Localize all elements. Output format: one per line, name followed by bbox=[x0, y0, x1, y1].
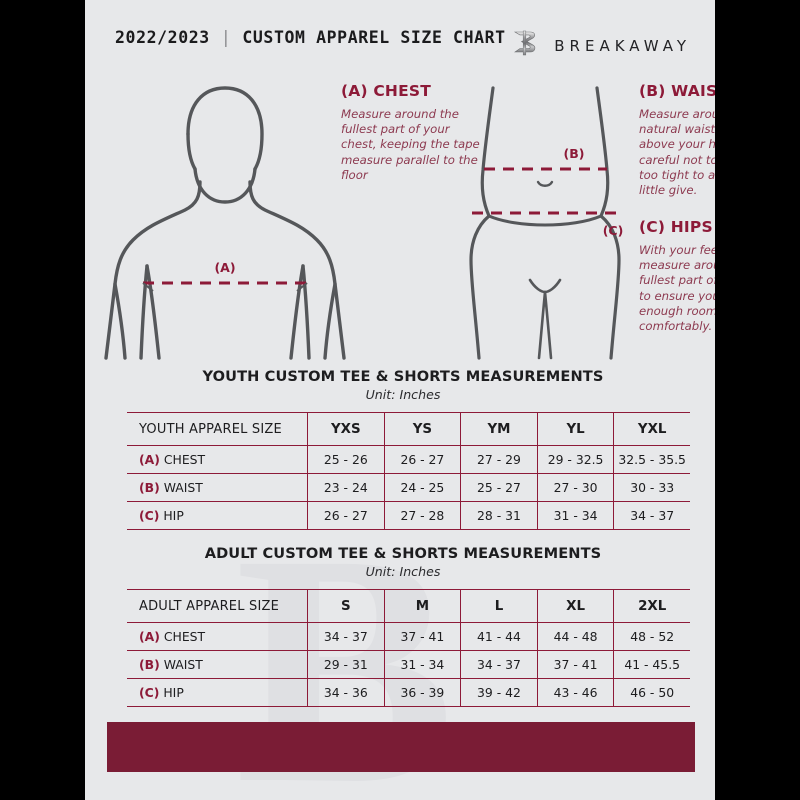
table-row: (B) WAIST 23 - 24 24 - 25 25 - 27 27 - 30 30 … bbox=[127, 473, 690, 502]
measurement-tag: (B) bbox=[139, 657, 160, 672]
callout-waist: (B) WAIST Measure around your natural wa… bbox=[639, 82, 715, 198]
measurement-value: 32.5 - 35.5 bbox=[613, 445, 690, 474]
measurement-tag: (B) bbox=[139, 480, 160, 495]
measurement-value: 37 - 41 bbox=[537, 650, 615, 679]
size-column-header: YS bbox=[384, 412, 462, 446]
measurement-value: 27 - 29 bbox=[460, 445, 538, 474]
size-column-header: YL bbox=[537, 412, 615, 446]
page-title: CUSTOM APPAREL SIZE CHART bbox=[242, 28, 506, 47]
size-column-header: L bbox=[460, 589, 538, 623]
youth-table-body: YOUTH APPAREL SIZE YXS YS YM YL YXL (A) CHEST 2… bbox=[127, 412, 690, 530]
size-column-header: YXS bbox=[307, 412, 385, 446]
youth-size-table-block: YOUTH CUSTOM TEE & SHORTS MEASUREMENTS U… bbox=[85, 368, 715, 530]
measurement-label: (A) CHEST bbox=[127, 445, 308, 474]
page-header: 2022/2023 | CUSTOM APPAREL SIZE CHART bbox=[85, 26, 715, 60]
measurement-value: 25 - 27 bbox=[460, 473, 538, 502]
measurement-value: 41 - 44 bbox=[460, 622, 538, 651]
youth-table-unit: Unit: Inches bbox=[365, 387, 441, 402]
measurement-value: 34 - 37 bbox=[307, 622, 385, 651]
hip-marker-label: (C) bbox=[603, 223, 624, 238]
adult-table-title: ADULT CUSTOM TEE & SHORTS MEASUREMENTS bbox=[204, 545, 602, 562]
measurement-value: 41 - 45.5 bbox=[613, 650, 690, 679]
size-column-header: YXL bbox=[613, 412, 690, 446]
table-header-row: ADULT APPAREL SIZE S M L XL 2XL bbox=[127, 589, 690, 623]
callout-chest-heading: (A) CHEST bbox=[341, 82, 432, 100]
size-column-header: 2XL bbox=[613, 589, 690, 623]
table-row: (B) WAIST 29 - 31 31 - 34 34 - 37 37 - 41 41 … bbox=[127, 650, 690, 679]
measurement-value: 46 - 50 bbox=[613, 678, 690, 707]
season-label: 2022/2023 bbox=[115, 28, 210, 47]
measurement-value: 29 - 31 bbox=[307, 650, 385, 679]
measurement-value: 24 - 25 bbox=[384, 473, 462, 502]
measurement-label: (C) HIP bbox=[127, 678, 308, 707]
measurement-value: 27 - 28 bbox=[384, 501, 462, 530]
measurement-value: 26 - 27 bbox=[307, 501, 385, 530]
measurement-value: 25 - 26 bbox=[307, 445, 385, 474]
youth-size-table: YOUTH APPAREL SIZE YXS YS YM YL YXL (A) CHEST 2… bbox=[127, 412, 690, 530]
callout-waist-heading: (B) WAIST bbox=[639, 82, 715, 100]
youth-table-title: YOUTH CUSTOM TEE & SHORTS MEASUREMENTS bbox=[202, 368, 604, 385]
waist-marker-label: (B) bbox=[564, 146, 585, 161]
measurement-value: 23 - 24 bbox=[307, 473, 385, 502]
measurement-value: 48 - 52 bbox=[613, 622, 690, 651]
adult-table-unit: Unit: Inches bbox=[365, 564, 441, 579]
table-header-row: YOUTH APPAREL SIZE YXS YS YM YL YXL bbox=[127, 412, 690, 446]
measurement-value: 34 - 36 bbox=[307, 678, 385, 707]
chest-measure-line bbox=[142, 281, 308, 292]
size-column-header: YM bbox=[460, 412, 538, 446]
upper-body-figure bbox=[104, 86, 346, 360]
measurement-tag: (C) bbox=[139, 685, 160, 700]
measurement-value: 31 - 34 bbox=[384, 650, 462, 679]
callout-waist-body: Measure around your natural waistline – … bbox=[639, 107, 715, 198]
measurement-value: 27 - 30 bbox=[537, 473, 615, 502]
table-row: (A) CHEST 25 - 26 26 - 27 27 - 29 29 - 32.5 3… bbox=[127, 445, 690, 474]
adult-size-table-block: ADULT CUSTOM TEE & SHORTS MEASUREMENTS U… bbox=[85, 545, 715, 707]
callout-hips: (C) HIPS With your feet together, measur… bbox=[639, 218, 715, 334]
size-column-header: XL bbox=[537, 589, 615, 623]
measurement-tag: (A) bbox=[139, 629, 160, 644]
measurement-value: 34 - 37 bbox=[460, 650, 538, 679]
table-row: (C) HIP 34 - 36 36 - 39 39 - 42 43 - 46 46 - … bbox=[127, 678, 690, 707]
measurement-value: 39 - 42 bbox=[460, 678, 538, 707]
size-label-header: ADULT APPAREL SIZE bbox=[127, 589, 308, 623]
header-title-block: 2022/2023 | CUSTOM APPAREL SIZE CHART bbox=[115, 28, 506, 47]
measurement-label: (A) CHEST bbox=[127, 622, 308, 651]
adult-size-table: ADULT APPAREL SIZE S M L XL 2XL (A) CHEST 34 - … bbox=[127, 589, 690, 707]
measurement-value: 31 - 34 bbox=[537, 501, 615, 530]
measurement-value: 30 - 33 bbox=[613, 473, 690, 502]
size-column-header: M bbox=[384, 589, 462, 623]
size-chart-page: B 2022/2023 | CUSTOM APPAREL SIZE CHART bbox=[85, 0, 715, 800]
measurement-label: (B) WAIST bbox=[127, 473, 308, 502]
callout-hips-body: With your feet together, measure around … bbox=[639, 243, 715, 334]
measurement-tag: (C) bbox=[139, 508, 160, 523]
measurement-value: 36 - 39 bbox=[384, 678, 462, 707]
table-row: (A) CHEST 34 - 37 37 - 41 41 - 44 44 - 48 48 … bbox=[127, 622, 690, 651]
callout-chest-body: Measure around the fullest part of your … bbox=[341, 107, 480, 182]
breakaway-b-logo-icon bbox=[508, 26, 542, 65]
table-row: (C) HIP 26 - 27 27 - 28 28 - 31 31 - 34 34 - … bbox=[127, 501, 690, 530]
brand-block: BREAKAWAY bbox=[508, 26, 691, 65]
measurement-value: 34 - 37 bbox=[613, 501, 690, 530]
measurement-value: 26 - 27 bbox=[384, 445, 462, 474]
brand-name: BREAKAWAY bbox=[554, 36, 691, 55]
measurement-tag: (A) bbox=[139, 452, 160, 467]
measurement-label: (C) HIP bbox=[127, 501, 308, 530]
measurement-value: 29 - 32.5 bbox=[537, 445, 615, 474]
measurement-value: 37 - 41 bbox=[384, 622, 462, 651]
size-column-header: S bbox=[307, 589, 385, 623]
size-label-header: YOUTH APPAREL SIZE bbox=[127, 412, 308, 446]
chest-marker-label: (A) bbox=[214, 260, 235, 275]
bottom-banner bbox=[107, 722, 695, 772]
measurement-value: 43 - 46 bbox=[537, 678, 615, 707]
measurement-value: 44 - 48 bbox=[537, 622, 615, 651]
title-separator: | bbox=[220, 28, 232, 47]
callout-chest: (A) CHEST Measure around the fullest par… bbox=[341, 82, 481, 183]
measurement-label: (B) WAIST bbox=[127, 650, 308, 679]
measurement-value: 28 - 31 bbox=[460, 501, 538, 530]
body-measurement-figures: (A) (B) (C) bbox=[104, 86, 624, 360]
callout-hips-heading: (C) HIPS bbox=[639, 218, 713, 236]
lower-body-figure bbox=[469, 86, 621, 360]
adult-table-body: ADULT APPAREL SIZE S M L XL 2XL (A) CHEST 34 - … bbox=[127, 589, 690, 707]
